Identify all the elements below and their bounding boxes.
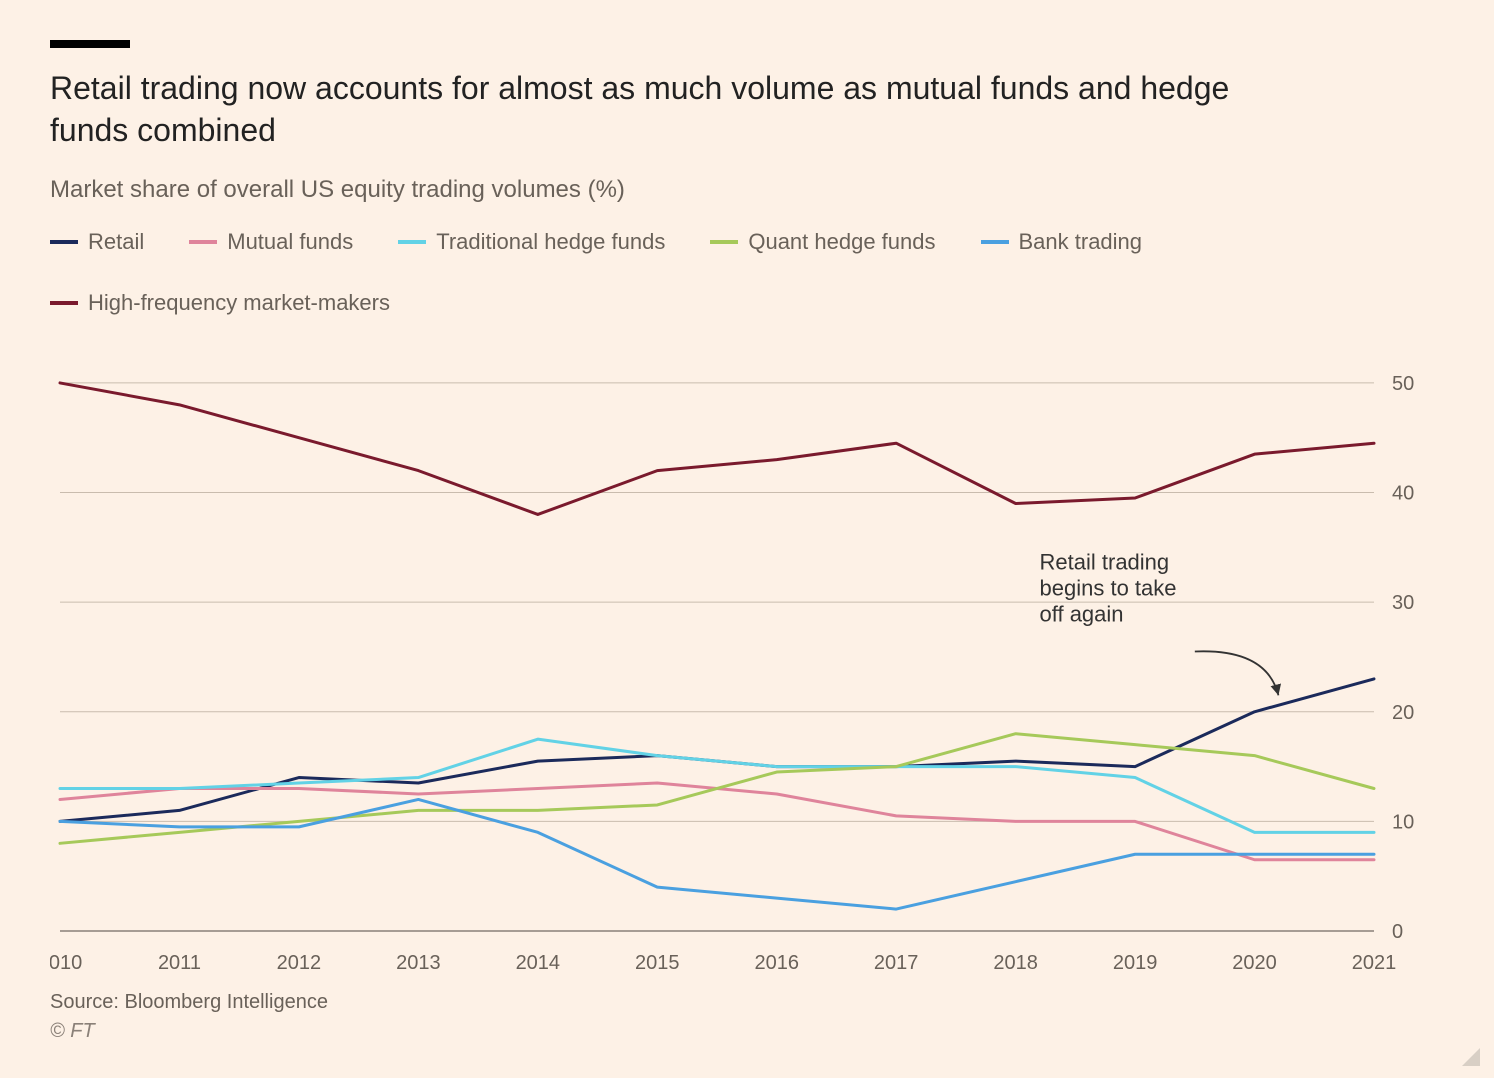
svg-text:2012: 2012: [277, 952, 322, 974]
svg-text:2016: 2016: [754, 952, 799, 974]
legend-label: Traditional hedge funds: [436, 229, 665, 255]
svg-text:Retail trading: Retail trading: [1040, 549, 1170, 574]
legend-swatch: [398, 240, 426, 244]
legend-item: High-frequency market-makers: [50, 290, 390, 316]
legend-label: Retail: [88, 229, 144, 255]
legend-label: High-frequency market-makers: [88, 290, 390, 316]
copyright-text: © FT: [50, 1020, 1444, 1043]
svg-text:2014: 2014: [516, 952, 561, 974]
chart-subtitle: Market share of overall US equity tradin…: [50, 176, 1444, 204]
plot-area: 0102030405020102011201220132014201520162…: [50, 351, 1444, 951]
svg-text:50: 50: [1392, 373, 1414, 395]
svg-text:2020: 2020: [1232, 952, 1277, 974]
legend-label: Mutual funds: [227, 229, 353, 255]
legend-label: Quant hedge funds: [748, 229, 935, 255]
legend-item: Mutual funds: [189, 229, 353, 255]
legend-swatch: [710, 240, 738, 244]
legend-item: Retail: [50, 229, 144, 255]
svg-text:2021: 2021: [1352, 952, 1397, 974]
legend-item: Quant hedge funds: [710, 229, 935, 255]
svg-text:2017: 2017: [874, 952, 919, 974]
svg-text:0: 0: [1392, 921, 1403, 943]
svg-text:10: 10: [1392, 812, 1414, 834]
svg-text:2015: 2015: [635, 952, 680, 974]
svg-text:2013: 2013: [396, 952, 441, 974]
accent-bar: [50, 40, 130, 48]
legend-swatch: [189, 240, 217, 244]
chart-container: Retail trading now accounts for almost a…: [0, 0, 1494, 1078]
corner-triangle-icon: [1462, 1048, 1480, 1066]
line-chart-svg: 0 10 20 30 40 50 2010 2011 2012 2013 2014 2015 2016 2…: [50, 351, 1444, 991]
svg-text:off again: off again: [1040, 601, 1124, 626]
legend-swatch: [981, 240, 1009, 244]
svg-text:40: 40: [1392, 483, 1414, 505]
svg-text:20: 20: [1392, 702, 1414, 724]
svg-text:2010: 2010: [50, 952, 82, 974]
chart-title: Retail trading now accounts for almost a…: [50, 68, 1250, 151]
source-text: Source: Bloomberg Intelligence: [50, 991, 1444, 1014]
legend-swatch: [50, 240, 78, 244]
legend-swatch: [50, 301, 78, 305]
svg-text:30: 30: [1392, 592, 1414, 614]
legend-item: Bank trading: [981, 229, 1143, 255]
legend-item: Traditional hedge funds: [398, 229, 665, 255]
svg-text:begins to take: begins to take: [1040, 575, 1177, 600]
svg-text:2011: 2011: [158, 952, 201, 974]
svg-text:2018: 2018: [993, 952, 1038, 974]
svg-text:2019: 2019: [1113, 952, 1158, 974]
legend: Retail Mutual funds Traditional hedge fund…: [50, 229, 1444, 316]
legend-label: Bank trading: [1019, 229, 1143, 255]
